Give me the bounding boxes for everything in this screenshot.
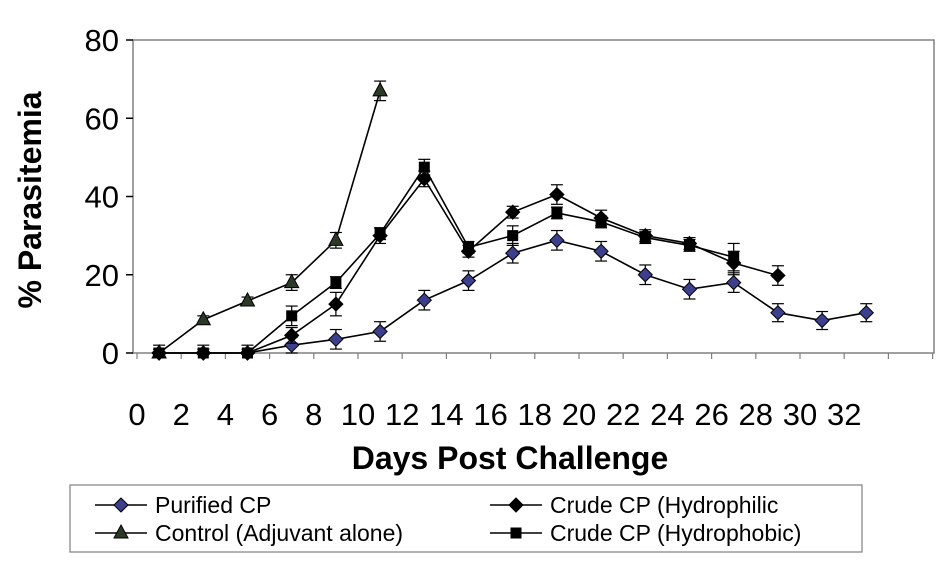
series-layer [151,80,875,361]
data-point [684,239,695,251]
plot-area [132,39,935,354]
data-point [197,347,209,359]
data-point [195,310,212,326]
legend-label: Purified CP [155,492,271,518]
y-tick-label: 20 [85,258,119,293]
x-tick-label: 10 [341,397,375,432]
data-point [328,231,344,246]
data-point [328,296,344,312]
series-line [158,90,381,354]
data-point [330,277,342,289]
data-point [504,245,521,261]
data-point [770,267,786,284]
legend-label: Crude CP (Hydrophobic) [550,520,801,546]
x-tick-label: 2 [173,397,190,432]
legend-label: Crude CP (Hydrophilic [550,492,778,518]
data-point [460,272,477,289]
y-axis: 0 20 40 60 80 [85,23,133,371]
legend-marker [510,527,522,539]
x-tick-label: 14 [429,397,463,432]
legend-entry: Purified CP [95,492,271,518]
y-tick-label: 0 [102,336,119,371]
x-tick-label: 12 [385,397,419,432]
data-point [283,273,300,289]
data-point [549,186,565,203]
data-point [637,267,654,283]
x-tick-label: 26 [694,397,728,432]
legend-marker [113,497,129,513]
data-point [372,81,388,97]
y-tick-label: 60 [85,101,119,136]
data-point [328,331,344,348]
data-point [242,347,253,359]
plot-frame [132,39,935,354]
series-4 [153,158,740,359]
x-tick-label: 30 [783,397,817,432]
x-tick-label: 20 [562,397,596,432]
data-point [374,228,386,240]
x-axis: 0 2 4 6 8 10 12 14 16 18 20 22 24 26 28 30 32 [128,353,934,432]
data-point [681,281,698,297]
data-point [593,243,609,259]
data-point [416,292,433,308]
data-point [595,216,607,228]
data-point [639,232,651,244]
data-point [725,274,742,291]
x-tick-label: 22 [606,397,640,432]
data-point [728,251,740,263]
legend-marker [508,497,524,513]
x-axis-title: Days Post Challenge [352,440,669,476]
data-point [372,323,388,340]
data-point [504,204,521,220]
x-tick-label: 18 [518,397,552,432]
x-tick-label: 6 [261,397,278,432]
x-tick-label: 4 [217,397,234,432]
y-tick-label: 40 [85,180,119,215]
y-axis-title: % Parasitemia [12,91,48,308]
x-tick-label: 32 [827,397,861,432]
data-point [418,161,430,173]
data-point [858,304,875,321]
data-point [153,347,165,359]
data-point [507,230,519,242]
legend-entry: Crude CP (Hydrophobic) [490,520,801,546]
x-tick-label: 0 [128,397,145,432]
legend-box [69,484,863,553]
data-point [549,232,565,249]
x-tick-label: 16 [473,397,507,432]
x-tick-label: 24 [650,397,684,432]
data-point [286,310,298,322]
data-point [283,327,300,344]
x-tick-label: 28 [739,397,773,432]
legend-label: Control (Adjuvant alone) [155,520,403,546]
x-tick-label: 8 [305,397,322,432]
data-point [551,207,563,219]
series-line [159,165,734,354]
legend-entry: Control (Adjuvant alone) [95,520,403,546]
data-point [770,304,786,321]
legend-marker [113,523,129,539]
data-point [239,291,256,307]
legend-entry: Crude CP (Hydrophilic [490,492,778,518]
data-point [463,241,474,253]
data-point [814,312,830,329]
y-tick-label: 80 [85,23,119,58]
